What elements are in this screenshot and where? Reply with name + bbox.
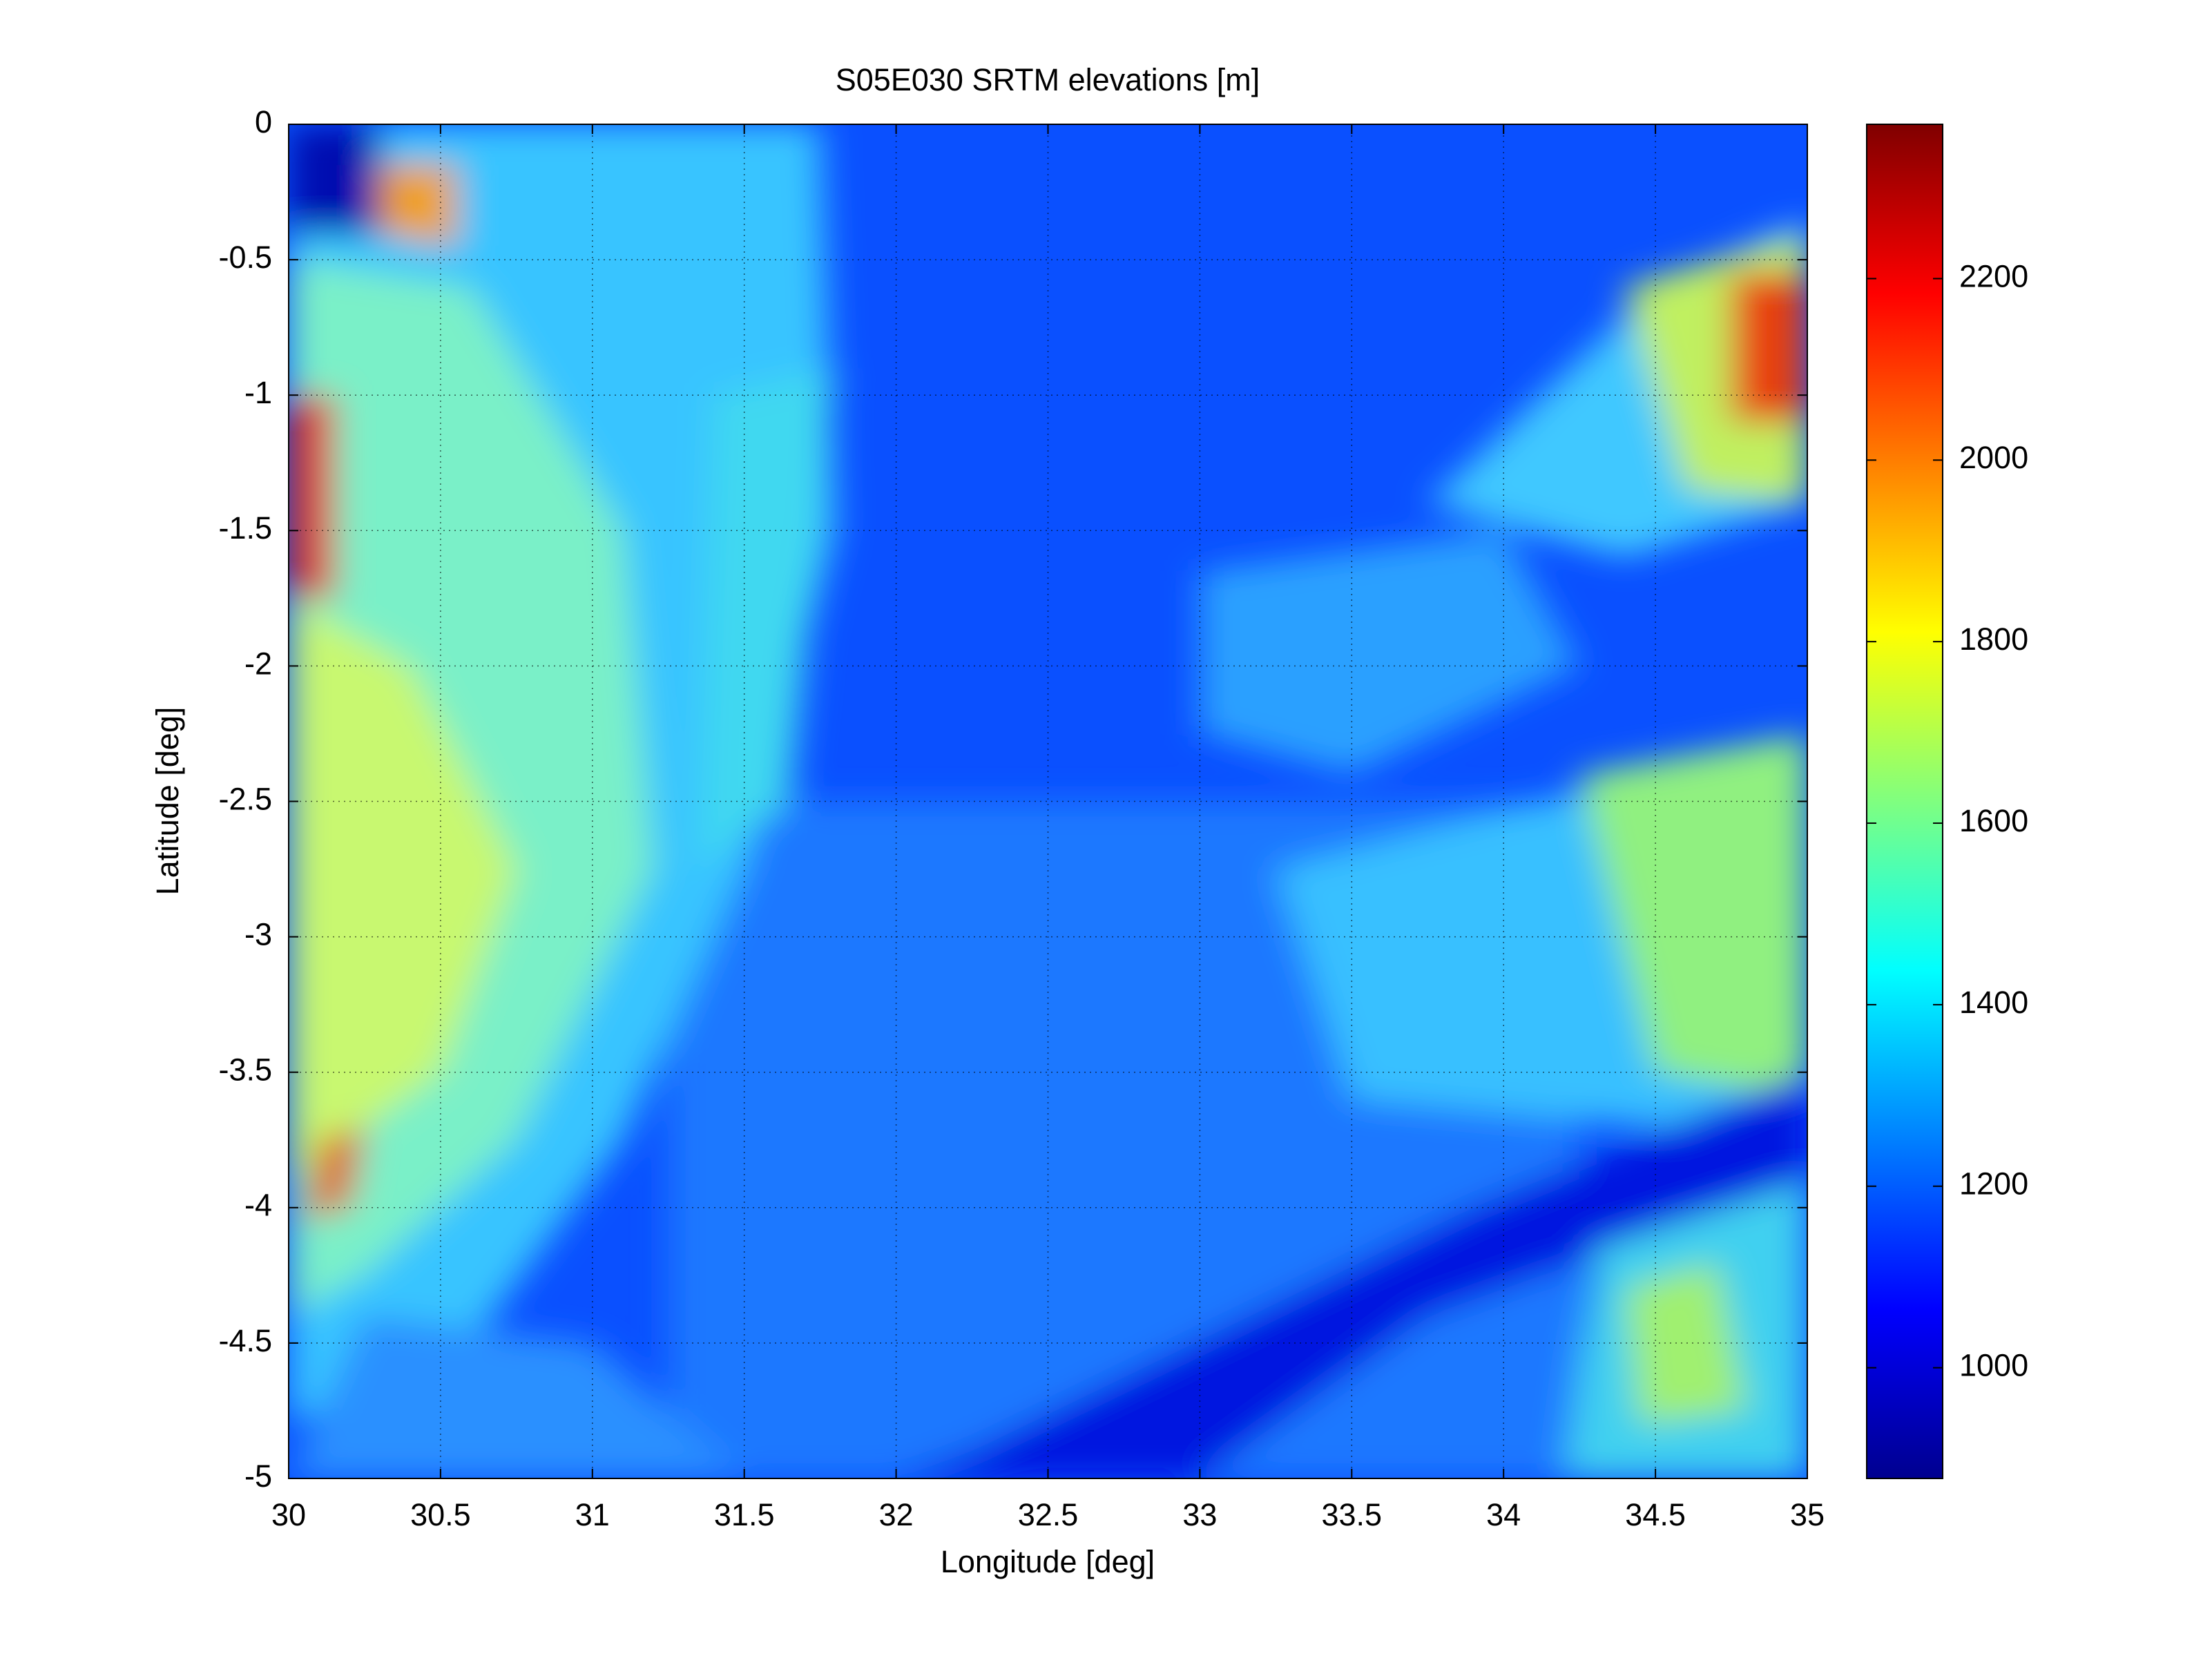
y-tick-label: -2.5 <box>218 781 272 816</box>
y-tick-label: -0.5 <box>218 240 272 275</box>
colorbar-tick-label: 2200 <box>1959 258 2028 293</box>
x-tick-label: 31 <box>575 1497 610 1532</box>
x-tick-label: 30 <box>271 1497 306 1532</box>
colorbar-tick-label: 1800 <box>1959 621 2028 657</box>
x-axis-label: Longitude [deg] <box>941 1544 1155 1579</box>
y-tick-label: -4.5 <box>218 1323 272 1358</box>
y-tick-label: -4 <box>244 1188 272 1223</box>
colorbar-tick-label: 1200 <box>1959 1166 2028 1202</box>
x-tick-label: 35 <box>1790 1497 1825 1532</box>
x-tick-label: 32 <box>879 1497 914 1532</box>
x-tick-label: 32.5 <box>1018 1497 1079 1532</box>
y-tick-label: -3.5 <box>218 1052 272 1088</box>
y-tick-label: -5 <box>244 1458 272 1494</box>
y-tick-label: -3 <box>244 916 272 952</box>
chart-title: S05E030 SRTM elevations [m] <box>836 62 1260 97</box>
y-tick-label: -1 <box>244 375 272 410</box>
colorbar-tick-label: 1400 <box>1959 985 2028 1020</box>
colorbar-tick-label: 1000 <box>1959 1348 2028 1383</box>
y-tick-label: 0 <box>255 104 272 139</box>
x-tick-label: 33 <box>1182 1497 1217 1532</box>
y-tick-label: -1.5 <box>218 510 272 546</box>
colorbar <box>1866 124 1943 1479</box>
x-tick-label: 34 <box>1486 1497 1521 1532</box>
x-tick-label: 34.5 <box>1625 1497 1686 1532</box>
x-tick-label: 33.5 <box>1322 1497 1383 1532</box>
y-axis-label: Latitude [deg] <box>150 707 185 896</box>
y-tick-label: -2 <box>244 646 272 681</box>
colorbar-tick-label: 2000 <box>1959 440 2028 475</box>
x-tick-label: 30.5 <box>410 1497 471 1532</box>
colorbar-tick-label: 1600 <box>1959 803 2028 838</box>
x-tick-label: 31.5 <box>714 1497 775 1532</box>
